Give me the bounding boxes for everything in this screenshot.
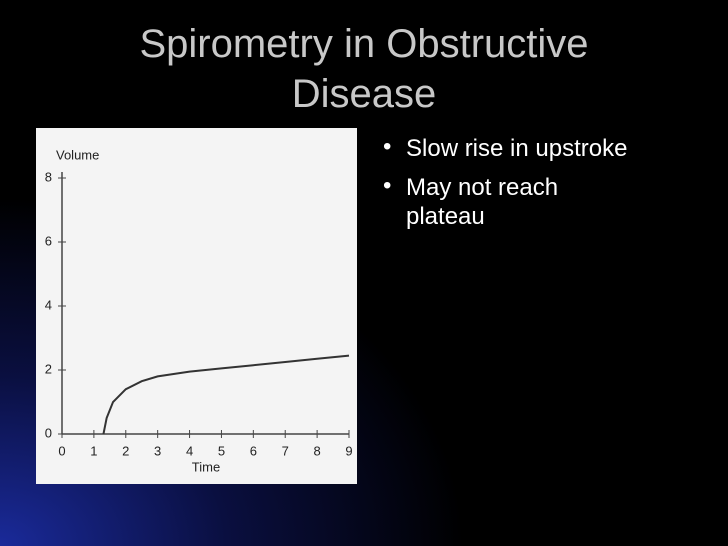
x-axis-label: Time <box>192 459 220 474</box>
bullet-text: Slow rise in upstroke <box>406 135 628 162</box>
x-tick-label: 1 <box>90 443 97 458</box>
x-tick-label: 6 <box>250 443 257 458</box>
bullet-dot: • <box>383 172 392 199</box>
y-tick-label: 8 <box>45 169 52 184</box>
y-tick-label: 0 <box>45 425 52 440</box>
slide-title: Spirometry in Obstructive <box>139 22 589 66</box>
x-tick-label: 8 <box>313 443 320 458</box>
x-tick-label: 9 <box>345 443 352 458</box>
bullet-dot: • <box>383 133 392 160</box>
y-tick-label: 6 <box>45 233 52 248</box>
x-tick-label: 7 <box>282 443 289 458</box>
y-tick-label: 4 <box>45 297 52 312</box>
x-tick-label: 5 <box>218 443 225 458</box>
y-axis-label: Volume <box>56 147 99 162</box>
x-tick-label: 2 <box>122 443 129 458</box>
y-tick-label: 2 <box>45 361 52 376</box>
x-tick-label: 0 <box>58 443 65 458</box>
chart: Volume Time 0 2 4 6 8 0 1 2 3 4 5 6 7 8 9 <box>36 128 357 484</box>
x-tick-label: 4 <box>186 443 193 458</box>
data-line <box>102 354 350 435</box>
chart-background <box>36 128 357 484</box>
x-tick-label: 3 <box>154 443 161 458</box>
bullet-text: May not reach <box>406 174 559 201</box>
slide-title: Disease <box>291 72 437 116</box>
bullet-text: plateau <box>406 203 485 230</box>
